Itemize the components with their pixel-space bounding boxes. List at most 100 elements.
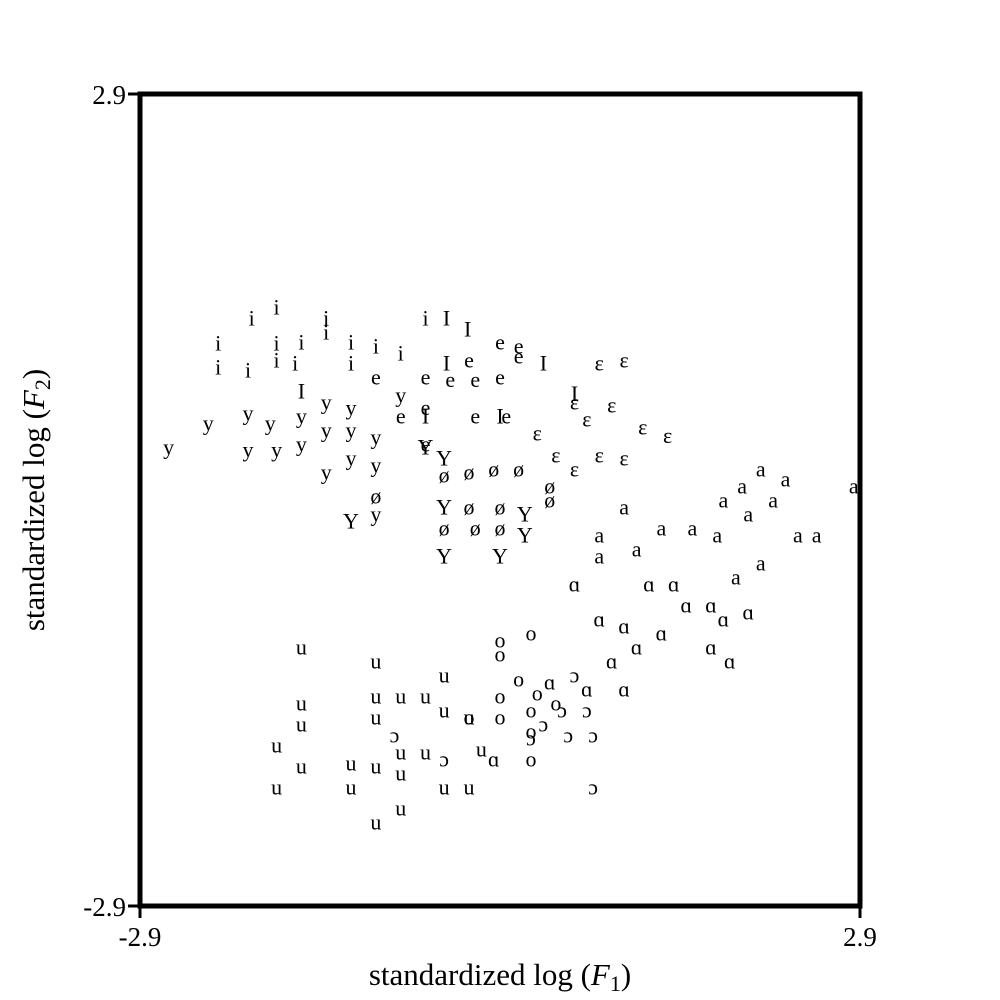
data-point: o [526,747,537,772]
data-point: ø [513,457,524,482]
data-point: o [495,705,506,730]
data-point: ɛ [533,420,542,445]
data-point: ɑ [718,607,730,632]
data-point: ø [439,516,450,541]
data-point: i [323,306,329,331]
data-point: Y [436,446,452,471]
data-point: ɔ [390,723,400,748]
x-tick-label-max: 2.9 [843,922,877,952]
plot-frame [137,91,863,909]
data-point: ɑ [705,593,717,618]
data-point: a [756,551,766,576]
data-point: i [274,348,280,373]
data-point: ø [544,488,555,513]
data-point: i [249,306,255,331]
data-point: u [420,740,431,765]
data-point: ɔ [570,663,580,688]
data-point: ø [470,516,481,541]
data-point: ɑ [618,677,630,702]
x-axis-label: standardized log (F1) [369,957,631,996]
data-point: ɔ [557,698,567,723]
data-point: ɔ [588,775,598,800]
data-point: u [439,663,450,688]
data-point: e [514,334,524,359]
data-point: ɔ [563,723,573,748]
data-point: ø [495,495,506,520]
data-point: y [243,437,254,462]
data-point: e [514,343,524,368]
data-point: y [271,437,282,462]
data-point: u [395,796,406,821]
data-point: u [476,737,487,762]
data-point: ɛ [570,457,579,482]
data-point: u [395,761,406,786]
data-point: e [421,432,431,457]
y-axis-label-sub: 2 [30,379,55,390]
data-point: e [470,404,480,429]
data-point: y [163,434,174,459]
data-point: I [496,404,503,429]
data-point: u [370,705,381,730]
data-point: a [731,565,741,590]
data-point: a [688,516,698,541]
data-point: u [296,635,307,660]
data-point: ɑ [705,635,717,660]
data-point: y [321,390,332,415]
data-point: o [550,691,561,716]
data-point: i [274,294,280,319]
data-point: ø [464,495,475,520]
data-point: u [464,705,475,730]
data-point: ɑ [743,600,755,625]
data-point: y [265,411,276,436]
data-point: a [793,523,803,548]
data-point: y [370,453,381,478]
data-point: e [464,348,474,373]
data-point: o [495,628,506,653]
data-point: i [398,341,404,366]
x-axis-label-suffix: ) [621,957,631,992]
data-point: ɔ [582,698,592,723]
data-point: i [215,355,221,380]
data-point: ɛ [551,443,560,468]
data-point: a [781,467,791,492]
data-point: y [370,425,381,450]
data-point: i [373,334,379,359]
data-point: u [296,691,307,716]
data-point: ø [439,462,450,487]
data-point: ɛ [595,350,604,375]
data-point: ø [464,460,475,485]
data-point: a [657,516,667,541]
x-axis-label-prefix: standardized log ( [369,957,591,992]
data-point: o [532,681,543,706]
data-point: Y [343,509,359,534]
data-point: Y [436,495,452,520]
data-point: e [501,404,511,429]
data-point: i [348,329,354,354]
data-point: a [712,523,722,548]
data-point: a [594,544,604,569]
y-axis-label-suffix: ) [16,369,51,379]
data-point: ɑ [569,572,581,597]
data-point: i [274,331,280,356]
data-point: a [743,502,753,527]
data-point: a [719,488,729,513]
data-point: ɑ [606,649,618,674]
data-point: Y [492,544,508,569]
data-point: ɛ [582,406,591,431]
data-point: I [464,317,471,342]
data-point: y [346,418,357,443]
data-point: I [443,306,450,331]
data-point: o [526,719,537,744]
data-point: ɑ [668,572,680,597]
data-point: ɑ [618,614,630,639]
data-point: e [396,404,406,429]
data-point: ɔ [439,747,449,772]
data-point: a [756,457,766,482]
data-point: u [395,740,406,765]
data-point: ɔ [588,723,598,748]
data-point: y [203,411,214,436]
data-point: y [395,383,406,408]
data-point: ø [544,474,555,499]
